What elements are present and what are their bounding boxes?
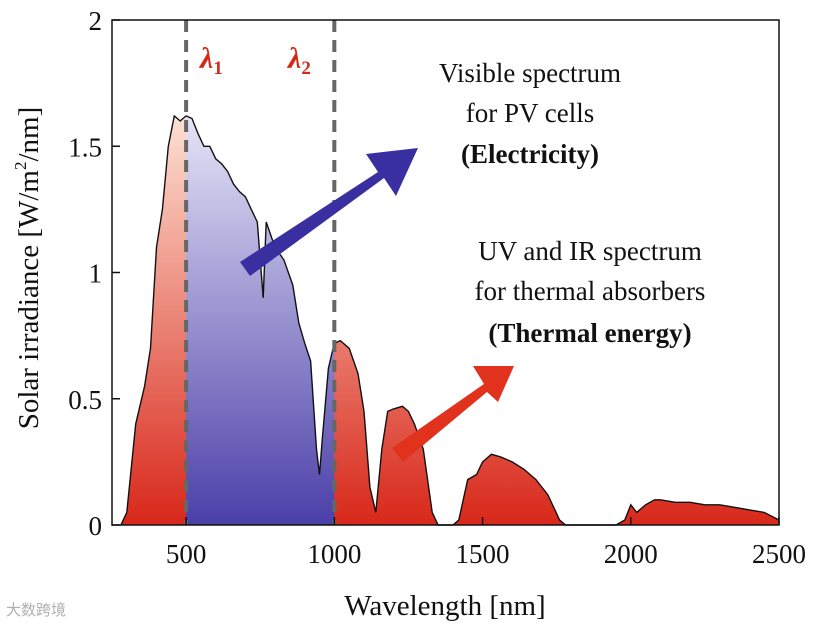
watermark: 大数跨境 bbox=[6, 601, 67, 619]
x-tick-label: 2000 bbox=[604, 539, 658, 569]
y-tick-label: 1 bbox=[89, 259, 103, 289]
thermal-annotation-bold: (Thermal energy) bbox=[488, 318, 691, 348]
y-tick-label: 0.5 bbox=[68, 385, 102, 415]
visible-annotation-line2: for PV cells bbox=[466, 98, 595, 128]
x-axis-ticks: 500 1000 1500 2000 2500 bbox=[166, 517, 806, 569]
visible-annotation-bold: (Electricity) bbox=[461, 139, 599, 169]
x-tick-label: 1500 bbox=[456, 539, 510, 569]
spectrum-line bbox=[120, 114, 780, 526]
thermal-annotation-line1: UV and IR spectrum bbox=[478, 236, 702, 266]
visible-annotation-line1: Visible spectrum bbox=[439, 58, 621, 88]
x-tick-label: 500 bbox=[166, 539, 207, 569]
x-axis-label: Wavelength [nm] bbox=[344, 590, 545, 622]
x-tick-label: 2500 bbox=[752, 539, 806, 569]
y-axis-ticks: 0 0.5 1 1.5 2 bbox=[68, 6, 120, 541]
y-tick-label: 2 bbox=[89, 6, 103, 36]
visible-arrow bbox=[240, 148, 418, 276]
x-tick-label: 1000 bbox=[307, 539, 361, 569]
y-axis-label: Solar irradiance [W/m2/nm] bbox=[11, 107, 45, 430]
thermal-annotation-line2: for thermal absorbers bbox=[475, 276, 706, 306]
lambda2-label: λ2 bbox=[286, 42, 311, 79]
y-tick-label: 1.5 bbox=[68, 132, 102, 162]
lambda1-label: λ1 bbox=[198, 42, 223, 79]
thermal-arrow bbox=[392, 366, 514, 462]
visible-area bbox=[186, 115, 335, 526]
y-tick-label: 0 bbox=[89, 511, 103, 541]
